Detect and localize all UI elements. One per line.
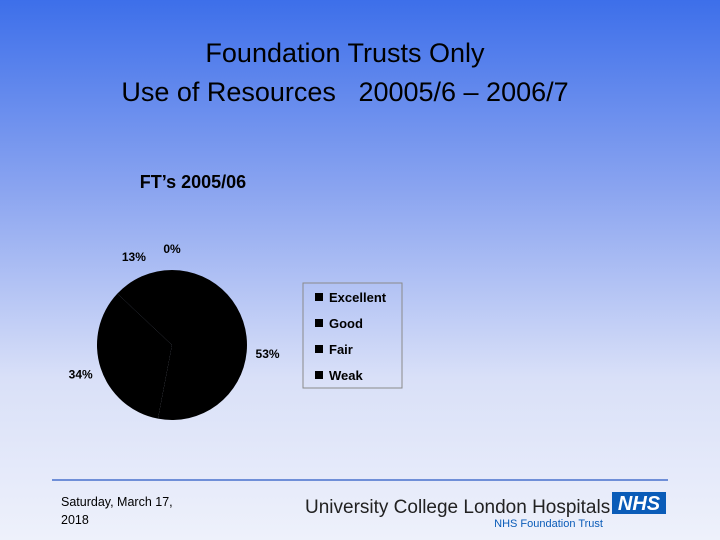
- date: Saturday, March 17, 2018: [61, 495, 173, 527]
- slide-title: Use of Resources 20005/6 – 2006/7: [121, 77, 568, 107]
- logo-badge-text: NHS: [618, 493, 661, 515]
- pie-slice: [157, 270, 248, 420]
- logo-badge: [612, 492, 666, 514]
- legend-label: Good: [329, 316, 363, 331]
- data-label: 13%: [122, 250, 146, 264]
- legend-box: [302, 282, 403, 389]
- legend-label: Excellent: [329, 290, 387, 305]
- legend-swatch: [315, 371, 323, 379]
- chart-title: FT’s 2005/06: [140, 172, 246, 192]
- data-label: 53%: [256, 347, 280, 361]
- pie-slice: [117, 270, 172, 345]
- legend-swatch: [315, 345, 323, 353]
- legend-swatch: [315, 293, 323, 301]
- legend-label: Weak: [329, 368, 363, 383]
- logo-name: University College London Hospitals: [305, 497, 610, 518]
- data-label: 34%: [69, 368, 93, 382]
- logo-subtitle: NHS Foundation Trust: [494, 518, 603, 530]
- legend-label: Fair: [329, 342, 353, 357]
- pie-slice: [97, 293, 172, 419]
- slide-title: Foundation Trusts Only: [205, 38, 485, 68]
- legend-swatch: [315, 319, 323, 327]
- data-label: 0%: [163, 242, 181, 256]
